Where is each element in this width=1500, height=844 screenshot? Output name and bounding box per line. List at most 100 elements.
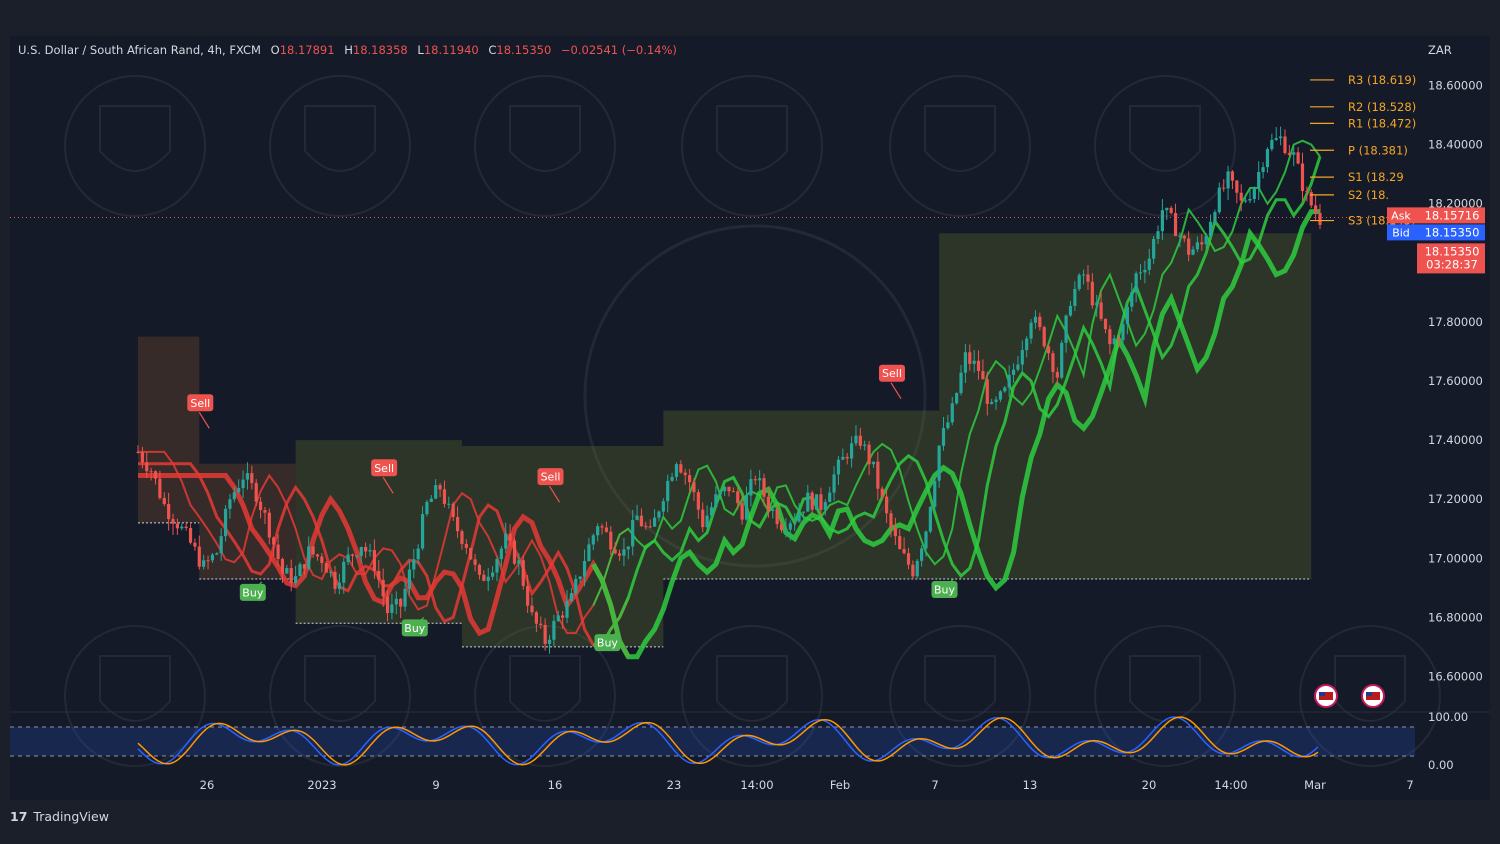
candle-body bbox=[206, 560, 210, 562]
candle-body bbox=[709, 507, 714, 516]
candle-body bbox=[337, 582, 341, 589]
candle-body bbox=[793, 521, 797, 524]
high-label: H bbox=[344, 43, 353, 57]
candle-body bbox=[517, 560, 521, 564]
candle-body bbox=[153, 471, 158, 479]
y-tick-label: 18.20000 bbox=[1428, 197, 1483, 211]
watermark-seal-icon bbox=[1094, 75, 1236, 217]
candle-body bbox=[1007, 374, 1011, 388]
candle-body bbox=[543, 624, 547, 644]
candle-body bbox=[644, 526, 648, 528]
symbol-title[interactable]: U.S. Dollar / South African Rand, 4h, FX… bbox=[18, 43, 261, 57]
candle-body bbox=[955, 393, 959, 404]
candle-body bbox=[455, 516, 460, 532]
candle-body bbox=[915, 560, 919, 577]
candle-body bbox=[1230, 171, 1235, 181]
candle-body bbox=[145, 462, 149, 472]
candle-body bbox=[937, 445, 941, 481]
candle-body bbox=[990, 401, 994, 404]
signal-zone-0 bbox=[138, 336, 200, 523]
candle-body bbox=[399, 598, 403, 607]
candle-body bbox=[1051, 353, 1055, 373]
candle-body bbox=[215, 553, 219, 555]
candle-body bbox=[1274, 138, 1278, 140]
buy-signal-label: Buy bbox=[597, 637, 619, 650]
candle-body bbox=[819, 494, 823, 510]
candle-body bbox=[801, 511, 806, 513]
buy-signal-badge bbox=[931, 580, 958, 598]
price-chart[interactable]: R3 (18.619) R2 (18.528) R1 (18.472) P (18.3… bbox=[10, 36, 1490, 800]
watermark-shield-icon bbox=[716, 655, 788, 722]
candle-body bbox=[1108, 329, 1112, 345]
candle-body bbox=[381, 579, 385, 597]
candle-body bbox=[657, 511, 661, 518]
candle-body bbox=[1029, 322, 1033, 339]
candle-body bbox=[1173, 213, 1178, 236]
candle-body bbox=[223, 508, 228, 537]
watermark-shield-icon bbox=[1129, 105, 1201, 172]
sell-signal-label: Sell bbox=[882, 367, 902, 380]
candle-body bbox=[390, 604, 394, 613]
candle-body bbox=[863, 444, 867, 446]
x-tick-label: 16 bbox=[548, 778, 563, 792]
candle-body bbox=[526, 585, 530, 606]
candle-body bbox=[1073, 288, 1077, 306]
candle-body bbox=[823, 501, 827, 510]
candle-body bbox=[1217, 187, 1221, 213]
open-value: 18.17891 bbox=[279, 43, 335, 57]
candle-body bbox=[832, 474, 836, 493]
candle-body bbox=[1195, 242, 1200, 250]
candle-body bbox=[512, 540, 517, 564]
candle-body bbox=[1068, 305, 1073, 316]
x-tick-label: 13 bbox=[1023, 778, 1038, 792]
signal-zone-5 bbox=[939, 233, 1312, 579]
candle-body bbox=[180, 526, 184, 529]
open-label: O bbox=[270, 43, 280, 57]
candle-body bbox=[994, 399, 998, 402]
candle-body bbox=[744, 495, 749, 520]
candle-body bbox=[197, 546, 201, 567]
candle-body bbox=[626, 546, 630, 550]
watermark-center-seal-icon bbox=[583, 224, 927, 568]
candle-body bbox=[407, 569, 412, 589]
chart-frame: R3 (18.619) R2 (18.528) R1 (18.472) P (18.3… bbox=[10, 36, 1490, 800]
candle-body bbox=[604, 527, 609, 532]
x-tick-label: 7 bbox=[1406, 778, 1413, 792]
candle-body bbox=[933, 480, 937, 507]
candle-body bbox=[810, 492, 814, 510]
candle-body bbox=[1152, 238, 1156, 259]
candle-body bbox=[521, 560, 525, 586]
candle-body bbox=[298, 564, 302, 577]
watermark-seal-icon bbox=[64, 625, 206, 767]
watermark-shield-icon bbox=[304, 655, 376, 722]
y-tick-label: 17.80000 bbox=[1428, 315, 1483, 329]
watermark-seal-icon bbox=[1094, 625, 1236, 767]
candle-body bbox=[736, 491, 740, 504]
sell-signal-badge bbox=[187, 394, 214, 412]
candle-body bbox=[797, 512, 801, 522]
candle-body bbox=[1099, 302, 1103, 319]
candle-body bbox=[188, 527, 193, 543]
candle-body bbox=[1287, 153, 1291, 155]
candle-body bbox=[876, 461, 880, 489]
footer-brand[interactable]: 𝟭𝟳 TradingView bbox=[10, 809, 109, 824]
candle-body bbox=[701, 509, 705, 528]
candle-body bbox=[210, 554, 215, 561]
candle-body bbox=[486, 576, 490, 581]
candle-body bbox=[998, 391, 1003, 400]
candle-body bbox=[1265, 149, 1270, 168]
last-price-badge bbox=[1417, 243, 1485, 274]
last-price: 18.15350 bbox=[1425, 244, 1480, 258]
ask-badge bbox=[1387, 207, 1417, 224]
watermark-shield-icon bbox=[304, 105, 376, 172]
candle-body bbox=[460, 531, 464, 544]
candle-body bbox=[902, 549, 906, 554]
watermark-shield-icon bbox=[99, 105, 171, 172]
candle-body bbox=[762, 478, 766, 497]
x-tick-label: 23 bbox=[667, 778, 682, 792]
candle-body bbox=[1226, 171, 1230, 189]
watermark-shield-icon bbox=[716, 105, 788, 172]
candle-body bbox=[1270, 139, 1274, 150]
candle-body bbox=[534, 612, 538, 624]
candle-body bbox=[1200, 242, 1204, 245]
